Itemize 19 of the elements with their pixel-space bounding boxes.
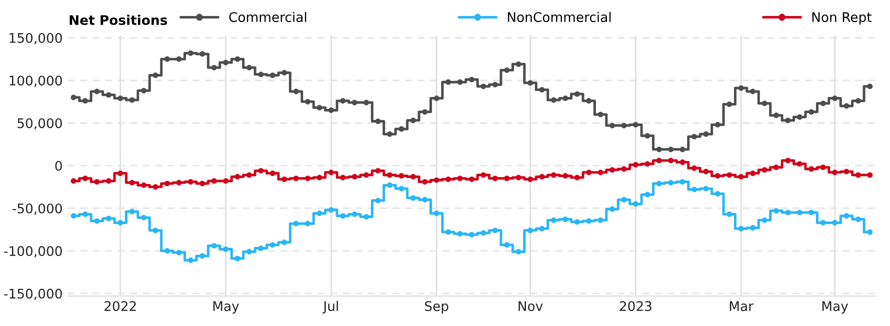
x-tick-label: May <box>822 301 848 314</box>
x-tick-label: May <box>213 301 239 314</box>
legend-title: Net Positions <box>70 14 168 26</box>
y-tick-label: -150,000 <box>4 288 62 300</box>
x-tick-label: 2023 <box>620 301 652 312</box>
y-tick-label: 50,000 <box>18 118 62 130</box>
legend-label: Non Rept <box>812 12 872 25</box>
x-tick-label: Sep <box>425 301 448 314</box>
x-tick-label: Mar <box>730 301 754 312</box>
legend-label: NonCommercial <box>508 12 611 22</box>
x-tick-label: 2022 <box>104 301 136 312</box>
y-tick-label: -50,000 <box>12 203 62 215</box>
y-tick-label: 150,000 <box>10 32 62 44</box>
legend-label: Commercial <box>229 12 306 22</box>
y-tick-label: -100,000 <box>4 246 62 258</box>
x-tick-label: Nov <box>518 301 543 312</box>
y-tick-label: 0 <box>55 160 62 171</box>
x-tick-label: Jul <box>322 300 338 314</box>
y-tick-label: 100,000 <box>10 76 62 87</box>
